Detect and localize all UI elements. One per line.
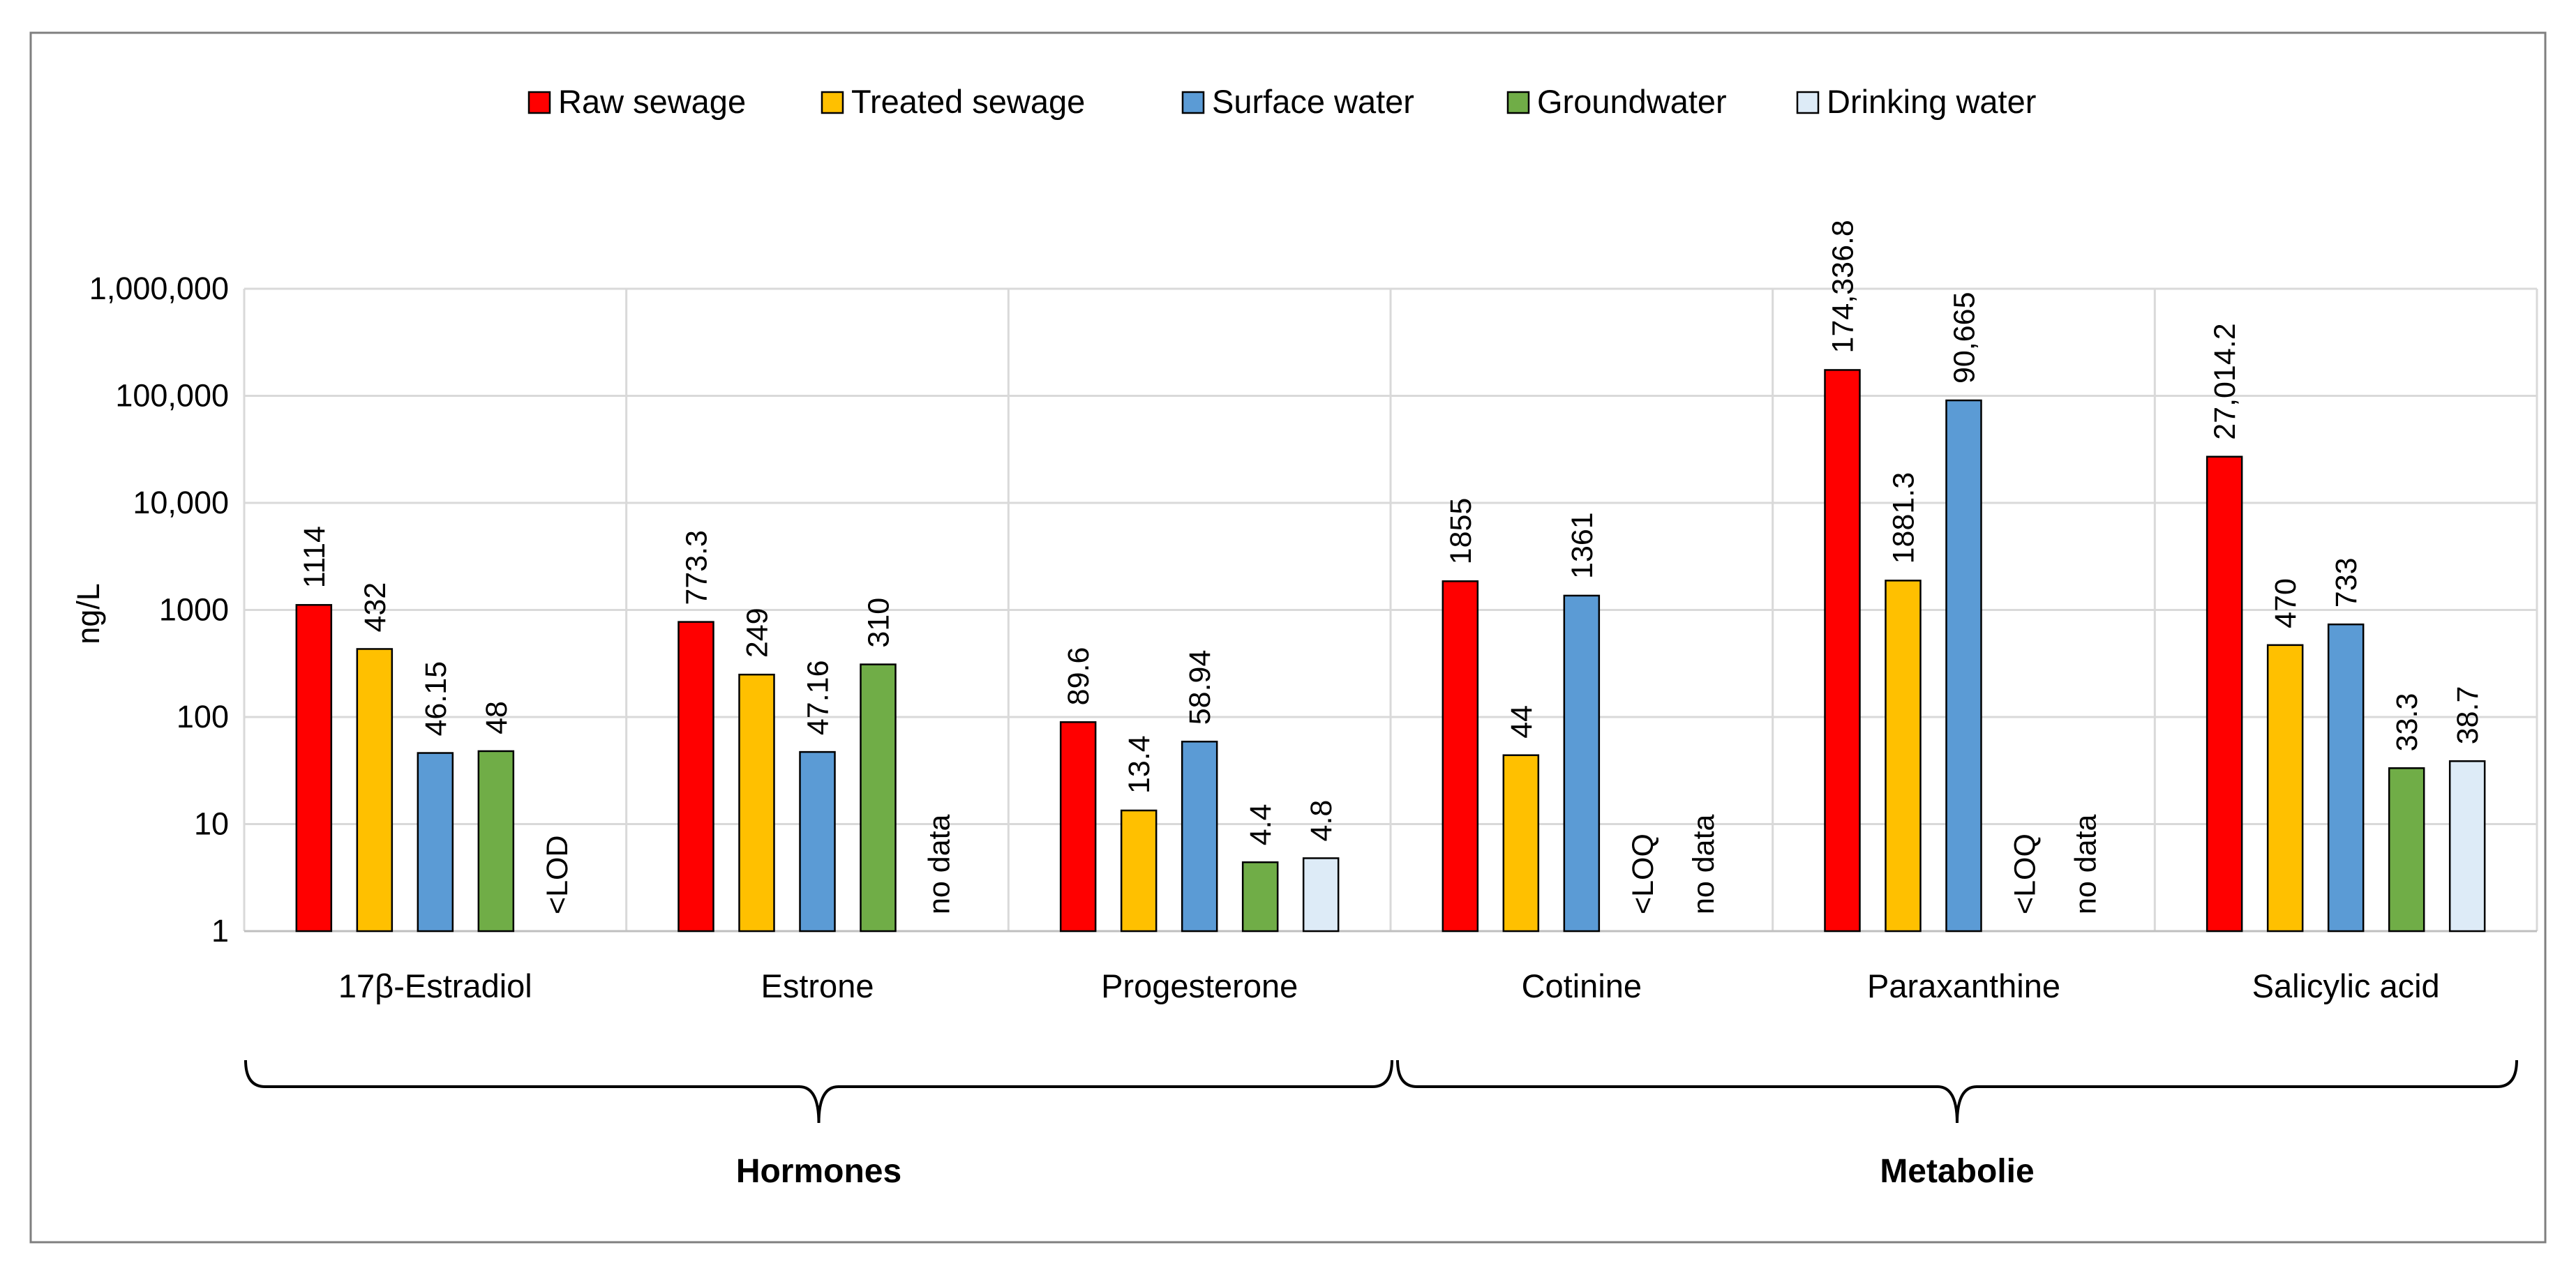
category-label-17-estradiol: 17β-Estradiol bbox=[338, 967, 532, 1004]
bars bbox=[295, 369, 2486, 933]
legend-label-drinking-water: Drinking water bbox=[1827, 83, 2036, 120]
legend-swatch-groundwater bbox=[1506, 91, 1530, 114]
value-label-raw-sewage-17-estradiol: 1114 bbox=[298, 526, 331, 588]
value-label-surface-water-salicylic-acid: 733 bbox=[2330, 557, 2363, 608]
value-label-drinking-water-paraxanthine: no data bbox=[2069, 814, 2103, 914]
value-label-surface-water-17-estradiol: 46.15 bbox=[419, 661, 453, 737]
value-label-drinking-water-estrone: no data bbox=[923, 814, 957, 914]
bar-raw-sewage-cotinine bbox=[1441, 580, 1479, 933]
legend-label-raw-sewage: Raw sewage bbox=[558, 83, 746, 120]
y-tick-label: 100 bbox=[177, 699, 229, 734]
category-label-cotinine: Cotinine bbox=[1522, 967, 1642, 1004]
legend-swatch-raw-sewage bbox=[527, 91, 551, 114]
value-label-raw-sewage-estrone: 773.3 bbox=[680, 530, 714, 605]
bar-treated-sewage-progesterone bbox=[1120, 809, 1158, 933]
bar-raw-sewage-estrone bbox=[677, 621, 714, 933]
bar-raw-sewage-salicylic-acid bbox=[2206, 455, 2243, 933]
value-label-treated-sewage-17-estradiol: 432 bbox=[359, 582, 392, 633]
labels: 1 10 100 1000 10,000 100,000 1,000,000 1114 432 4… bbox=[89, 220, 2485, 1190]
y-tick-label: 100,000 bbox=[115, 378, 229, 414]
bar-groundwater-progesterone bbox=[1241, 861, 1279, 933]
y-axis-title: ng/L bbox=[70, 583, 106, 644]
y-tick-label: 1,000,000 bbox=[89, 271, 229, 306]
bar-surface-water-cotinine bbox=[1563, 594, 1601, 933]
bar-raw-sewage-17-estradiol bbox=[295, 604, 333, 933]
bar-groundwater-estrone bbox=[860, 663, 897, 933]
y-tick-label: 1000 bbox=[159, 592, 229, 628]
bar-surface-water-estrone bbox=[799, 750, 836, 933]
value-label-groundwater-17-estradiol: 48 bbox=[480, 701, 514, 734]
value-label-treated-sewage-cotinine: 44 bbox=[1505, 705, 1538, 739]
bar-surface-water-progesterone bbox=[1181, 740, 1218, 933]
value-label-treated-sewage-salicylic-acid: 470 bbox=[2269, 578, 2302, 628]
value-label-surface-water-cotinine: 1361 bbox=[1566, 512, 1599, 579]
value-label-raw-sewage-cotinine: 1855 bbox=[1444, 498, 1478, 565]
bar-groundwater-17-estradiol bbox=[477, 750, 515, 933]
value-label-treated-sewage-progesterone: 13.4 bbox=[1123, 735, 1156, 794]
bar-drinking-water-salicylic-acid bbox=[2448, 760, 2486, 933]
y-tick-label: 10,000 bbox=[133, 485, 229, 520]
category-label-salicylic-acid: Salicylic acid bbox=[2252, 967, 2440, 1004]
y-tick-label: 10 bbox=[194, 806, 229, 842]
group-label-metabolie: Metabolie bbox=[1880, 1153, 2034, 1190]
group-brace-hormones bbox=[244, 1059, 1393, 1124]
value-label-drinking-water-progesterone: 4.8 bbox=[1305, 800, 1338, 842]
value-label-groundwater-cotinine: <LOQ bbox=[1626, 833, 1660, 914]
bar-groundwater-salicylic-acid bbox=[2388, 767, 2425, 933]
group-label-hormones: Hormones bbox=[736, 1153, 901, 1190]
category-label-progesterone: Progesterone bbox=[1101, 967, 1298, 1004]
category-label-estrone: Estrone bbox=[761, 967, 874, 1004]
value-label-raw-sewage-salicylic-acid: 27,014.2 bbox=[2208, 323, 2242, 439]
value-label-surface-water-estrone: 47.16 bbox=[802, 660, 835, 735]
legend[interactable]: Raw sewage Treated sewage Surface water Gro… bbox=[527, 83, 2036, 120]
value-label-drinking-water-salicylic-acid: 38.7 bbox=[2451, 686, 2485, 745]
bar-treated-sewage-paraxanthine bbox=[1885, 580, 1922, 933]
value-label-drinking-water-cotinine: no data bbox=[1687, 814, 1721, 914]
group-brace-metabolie bbox=[1396, 1059, 2518, 1124]
value-label-groundwater-paraxanthine: <LOQ bbox=[2009, 833, 2042, 914]
value-label-raw-sewage-paraxanthine: 174,336.8 bbox=[1827, 220, 1860, 353]
value-label-drinking-water-17-estradiol: <LOD bbox=[541, 835, 574, 914]
value-label-treated-sewage-estrone: 249 bbox=[741, 608, 774, 658]
bar-drinking-water-progesterone bbox=[1302, 857, 1340, 933]
legend-swatch-drinking-water bbox=[1796, 91, 1820, 114]
value-label-groundwater-progesterone: 4.4 bbox=[1244, 804, 1278, 845]
category-label-paraxanthine: Paraxanthine bbox=[1867, 967, 2060, 1004]
value-label-groundwater-salicylic-acid: 33.3 bbox=[2390, 693, 2424, 752]
value-label-surface-water-paraxanthine: 90,665 bbox=[1948, 292, 1982, 384]
gridlines bbox=[243, 287, 2538, 1124]
bar-treated-sewage-salicylic-acid bbox=[2266, 644, 2304, 933]
y-tick-label: 1 bbox=[211, 913, 229, 949]
legend-swatch-surface-water bbox=[1181, 91, 1205, 114]
bar-treated-sewage-cotinine bbox=[1502, 754, 1540, 933]
bar-treated-sewage-17-estradiol bbox=[356, 648, 394, 933]
bar-raw-sewage-paraxanthine bbox=[1824, 369, 1861, 933]
legend-label-treated-sewage: Treated sewage bbox=[851, 83, 1085, 120]
legend-label-surface-water: Surface water bbox=[1212, 83, 1414, 120]
bar-surface-water-17-estradiol bbox=[417, 752, 454, 933]
chart-frame bbox=[29, 31, 2547, 1244]
legend-swatch-treated-sewage bbox=[821, 91, 844, 114]
bar-surface-water-salicylic-acid bbox=[2327, 623, 2365, 933]
value-label-surface-water-progesterone: 58.94 bbox=[1183, 650, 1217, 725]
legend-label-groundwater: Groundwater bbox=[1537, 83, 1727, 120]
bar-treated-sewage-estrone bbox=[738, 673, 775, 933]
bar-surface-water-paraxanthine bbox=[1945, 399, 1982, 933]
bar-raw-sewage-progesterone bbox=[1059, 721, 1097, 933]
value-label-treated-sewage-paraxanthine: 1881.3 bbox=[1887, 472, 1921, 564]
value-label-groundwater-estrone: 310 bbox=[862, 598, 896, 648]
value-label-raw-sewage-progesterone: 89.6 bbox=[1062, 647, 1095, 706]
